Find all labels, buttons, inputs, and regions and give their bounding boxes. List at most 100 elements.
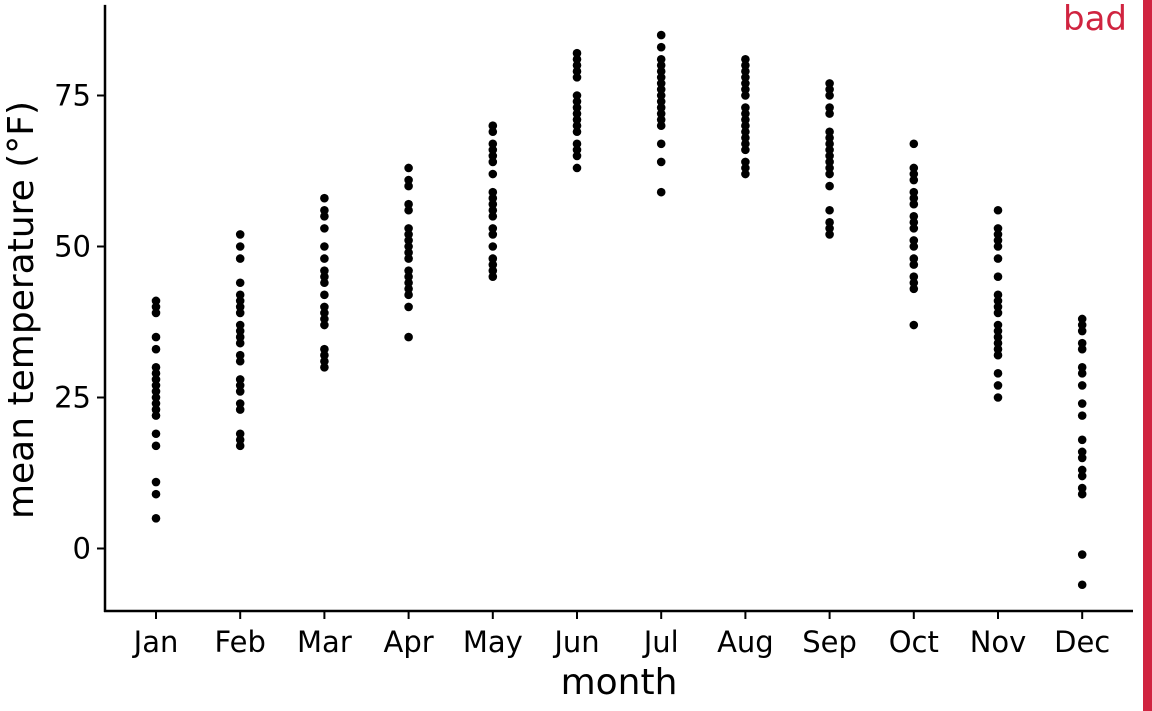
data-point <box>404 163 413 173</box>
data-point <box>320 242 329 251</box>
data-point <box>741 169 750 179</box>
x-tick-label: Jun <box>552 625 599 659</box>
data-point <box>572 163 582 173</box>
data-point <box>404 242 413 251</box>
data-point <box>909 284 919 294</box>
data-point <box>993 320 1003 330</box>
data-point <box>656 121 666 130</box>
data-point <box>151 411 161 420</box>
data-point <box>1077 363 1087 372</box>
data-point <box>909 175 919 185</box>
data-point <box>825 85 834 94</box>
data-point <box>235 326 245 336</box>
data-point <box>909 260 919 269</box>
data-point <box>488 230 498 239</box>
data-point <box>151 375 161 384</box>
data-point <box>235 350 245 360</box>
data-point <box>825 79 834 88</box>
data-point <box>488 242 498 251</box>
data-point <box>235 375 245 384</box>
data-point <box>656 61 666 70</box>
data-point <box>656 42 666 52</box>
data-point <box>151 381 161 390</box>
data-point <box>1077 320 1087 330</box>
data-point <box>993 326 1003 336</box>
data-point <box>151 296 161 306</box>
data-points <box>151 30 1087 590</box>
data-point <box>909 187 919 197</box>
data-point <box>1077 326 1087 336</box>
data-point <box>488 193 498 203</box>
data-point <box>656 54 666 64</box>
series-nov <box>993 205 1003 402</box>
data-point <box>320 308 329 318</box>
data-point <box>993 205 1003 215</box>
data-point <box>741 121 750 130</box>
data-point <box>404 205 413 215</box>
data-point <box>572 48 582 58</box>
data-point <box>404 254 413 263</box>
data-point <box>320 254 329 263</box>
badge-bar <box>1143 0 1152 711</box>
data-point <box>993 381 1003 390</box>
data-point <box>1077 550 1087 559</box>
data-point <box>320 356 329 366</box>
data-point <box>909 320 919 330</box>
data-point <box>235 320 245 330</box>
x-tick-label: Dec <box>1054 625 1110 659</box>
series-mar <box>320 193 329 372</box>
data-point <box>993 230 1003 239</box>
data-point <box>909 139 919 149</box>
data-point <box>741 139 750 149</box>
data-point <box>825 157 834 167</box>
badge-label: bad <box>1063 0 1127 39</box>
data-point <box>151 405 161 414</box>
data-point <box>741 145 750 155</box>
series-sep <box>825 79 834 239</box>
data-point <box>151 308 161 318</box>
data-point <box>320 278 329 288</box>
y-tick-label: 25 <box>54 381 91 415</box>
data-point <box>404 332 413 342</box>
data-point <box>825 127 834 137</box>
data-point <box>656 157 666 167</box>
data-point <box>404 175 413 185</box>
data-point <box>235 387 245 396</box>
data-point <box>235 405 245 414</box>
data-point <box>404 224 413 233</box>
data-point <box>741 127 750 137</box>
data-point <box>993 369 1003 378</box>
data-point <box>993 224 1003 233</box>
data-point <box>151 514 161 523</box>
data-point <box>151 332 161 342</box>
data-point <box>825 145 834 155</box>
data-point <box>825 91 834 100</box>
data-point <box>572 54 582 64</box>
data-point <box>488 169 498 179</box>
y-tick-label: 0 <box>73 532 91 566</box>
data-point <box>320 193 329 203</box>
x-axis: Jan Feb Mar Apr May Jun Jul Aug Sep Oct Nov Dec <box>104 609 1133 659</box>
data-point <box>656 79 666 88</box>
x-tick-label: Jul <box>642 625 679 659</box>
data-point <box>1077 489 1087 499</box>
data-point <box>993 302 1003 312</box>
data-point <box>1077 399 1087 408</box>
y-tick-label: 75 <box>54 79 91 113</box>
data-point <box>825 169 834 179</box>
data-point <box>656 85 666 94</box>
x-tick-label: Jan <box>132 625 179 659</box>
data-point <box>235 356 245 366</box>
data-point <box>235 332 245 342</box>
data-point <box>656 103 666 112</box>
data-point <box>741 73 750 82</box>
data-point <box>235 435 245 445</box>
data-point <box>235 308 245 318</box>
data-point <box>404 181 413 191</box>
y-axis-title: mean temperature (°F) <box>1 101 42 519</box>
data-point <box>488 212 498 221</box>
data-point <box>404 199 413 209</box>
data-point <box>1077 338 1087 348</box>
data-point <box>741 133 750 143</box>
